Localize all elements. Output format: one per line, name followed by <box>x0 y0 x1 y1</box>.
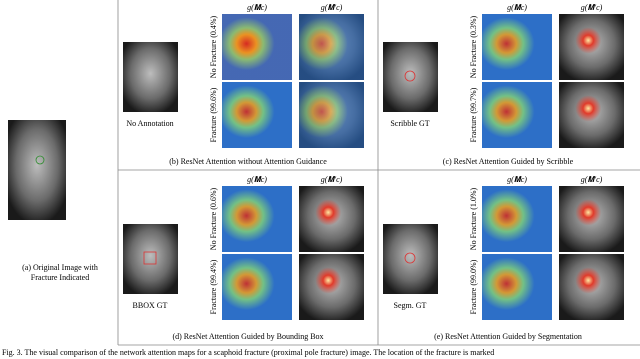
annotation-image <box>123 42 178 112</box>
column-header: g(𝐌c) <box>507 3 527 12</box>
attention-spot <box>559 186 624 252</box>
column-header: g(𝐌c) <box>247 175 267 184</box>
annotation-label: Segm. GT <box>394 301 427 310</box>
annotation-image <box>383 42 438 112</box>
annotation-label: No Annotation <box>126 119 173 128</box>
attention-spot <box>299 254 364 320</box>
attention-spot <box>299 82 364 148</box>
row-label: Fracture (99.6%) <box>209 87 218 142</box>
panel-caption: (b) ResNet Attention without Attention G… <box>169 157 327 166</box>
attention-map <box>222 82 292 148</box>
attention-spot <box>559 254 624 320</box>
column-header: g(𝐌′c) <box>321 3 343 12</box>
column-header: g(𝐌′c) <box>581 3 603 12</box>
attention-spot <box>299 14 364 80</box>
row-label: No Fracture (0.6%) <box>209 187 218 250</box>
column-header: g(𝐌c) <box>507 175 527 184</box>
annotation-image <box>383 224 438 294</box>
column-header: g(𝐌c) <box>247 3 267 12</box>
figure-caption: Fig. 3. The visual comparison of the net… <box>2 348 494 357</box>
fracture-marker <box>35 155 45 165</box>
attention-map <box>482 254 552 320</box>
caption-a: Fracture Indicated <box>31 273 89 282</box>
attention-map <box>482 186 552 252</box>
row-label: Fracture (99.7%) <box>469 87 478 142</box>
row-label: No Fracture (0.3%) <box>469 15 478 78</box>
attention-map <box>222 186 292 252</box>
panel-caption: (d) ResNet Attention Guided by Bounding … <box>172 332 323 341</box>
column-header: g(𝐌′c) <box>581 175 603 184</box>
attention-map <box>222 254 292 320</box>
attention-map <box>222 14 292 80</box>
annotation-mark <box>143 251 157 265</box>
panel-caption: (e) ResNet Attention Guided by Segmentat… <box>434 332 582 341</box>
caption-a: (a) Original Image with <box>22 263 98 272</box>
annotation-mark <box>404 252 416 264</box>
row-label: No Fracture (1.0%) <box>469 187 478 250</box>
annotation-mark <box>404 70 416 82</box>
column-header: g(𝐌′c) <box>321 175 343 184</box>
annotation-label: Scribble GT <box>390 119 429 128</box>
attention-map <box>482 82 552 148</box>
original-image <box>8 120 66 220</box>
panel-caption: (c) ResNet Attention Guided by Scribble <box>443 157 574 166</box>
annotation-image <box>123 224 178 294</box>
row-label: Fracture (99.0%) <box>469 259 478 314</box>
attention-spot <box>559 14 624 80</box>
row-label: No Fracture (0.4%) <box>209 15 218 78</box>
attention-spot <box>559 82 624 148</box>
annotation-label: BBOX GT <box>133 301 168 310</box>
row-label: Fracture (99.4%) <box>209 259 218 314</box>
attention-spot <box>299 186 364 252</box>
attention-map <box>482 14 552 80</box>
